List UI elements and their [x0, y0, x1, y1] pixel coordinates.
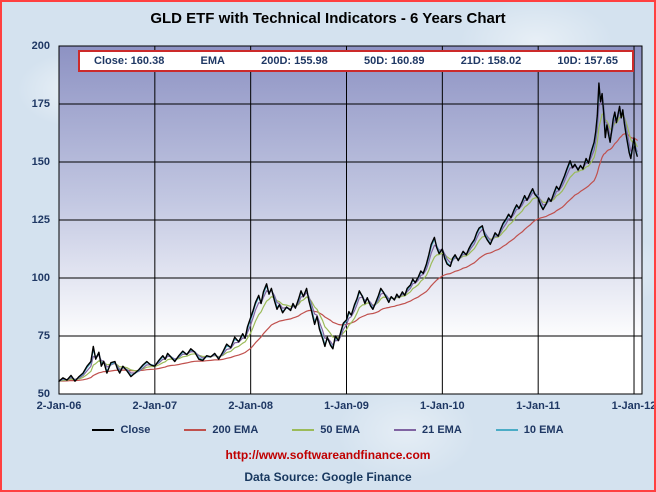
y-axis-tick-label: 150: [31, 156, 50, 168]
legend-label-10ema: 10 EMA: [523, 424, 564, 436]
legend: Close 200 EMA 50 EMA 21 EMA 10 EMA: [2, 420, 654, 440]
website-link[interactable]: http://www.softwareandfinance.com: [225, 448, 431, 462]
legend-swatch-21ema: [394, 429, 417, 431]
y-axis-tick-label: 100: [31, 272, 50, 284]
legend-swatch-10ema: [495, 429, 518, 431]
close-value: Close: 160.38: [94, 55, 165, 67]
plot-border: [58, 45, 643, 395]
x-axis-tick-label: 2-Jan-08: [228, 400, 273, 412]
data-source: Data Source: Google Finance: [244, 470, 412, 484]
ema-10d-value: 10D: 157.65: [557, 55, 618, 67]
legend-label-21ema: 21 EMA: [422, 424, 462, 436]
ema-50d-value: 50D: 160.89: [363, 55, 425, 67]
x-axis-tick-label: 1-Jan-10: [420, 400, 465, 412]
legend-swatch-close: [92, 429, 115, 431]
price-series-lines: [58, 82, 638, 382]
legend-label-200ema: 200 EMA: [212, 424, 259, 436]
x-axis-tick-label: 1-Jan-12: [611, 400, 656, 412]
legend-item-200ema: 200 EMA: [184, 424, 258, 436]
legend-label-close: Close: [120, 424, 151, 436]
ema-21d-value: 21D: 158.02: [460, 55, 522, 67]
y-axis-tick-label: 50: [37, 388, 50, 400]
plot-frame: [58, 45, 643, 395]
ema-200d-value: 200D: 155.98: [261, 55, 328, 67]
close-line: [58, 82, 638, 382]
legend-swatch-50ema: [292, 429, 315, 431]
y-axis-tick-label: 125: [31, 214, 50, 226]
ema-heading: EMA: [200, 55, 225, 67]
page-title: GLD ETF with Technical Indicators - 6 Ye…: [150, 10, 506, 27]
legend-item-close: Close: [92, 424, 150, 436]
indicator-summary-box: Close: 160.38 EMA 200D: 155.98 50D: 160.…: [78, 50, 634, 72]
legend-swatch-200ema: [184, 429, 207, 431]
x-axis-tick-label: 1-Jan-11: [516, 400, 561, 412]
y-axis-tick-label: 75: [37, 330, 50, 342]
legend-item-21ema: 21 EMA: [394, 424, 462, 436]
ema-line-200-ema: [58, 133, 638, 382]
legend-item-10ema: 10 EMA: [495, 424, 564, 436]
y-axis-tick-label: 175: [31, 98, 50, 110]
legend-item-50ema: 50 EMA: [292, 424, 360, 436]
y-axis-tick-label: 200: [31, 40, 50, 52]
x-axis-tick-label: 2-Jan-06: [36, 400, 82, 412]
legend-label-50ema: 50 EMA: [320, 424, 361, 436]
x-axis-tick-label: 1-Jan-09: [324, 400, 369, 412]
x-axis-tick-label: 2-Jan-07: [132, 400, 178, 412]
